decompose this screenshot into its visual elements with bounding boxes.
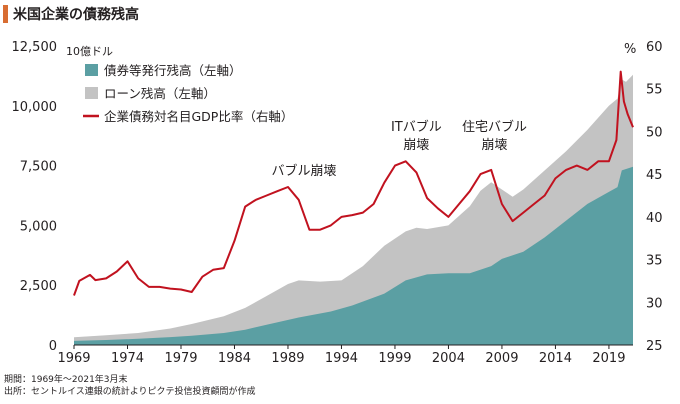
left-tick-label: 10,000 (12, 100, 58, 115)
annotation-label: 崩壊 (403, 138, 429, 153)
left-tick-label: 12,500 (12, 40, 58, 55)
right-tick-label: 25 (646, 339, 663, 354)
x-tick-label: 1994 (325, 351, 358, 366)
x-tick-label: 1999 (378, 351, 411, 366)
x-tick-label: 2019 (592, 351, 625, 366)
debt-chart: 0 2,500 5,000 7,500 10,000 12,500 25 30 35 40 45 50… (12, 40, 663, 366)
bonds-area (74, 166, 633, 345)
right-tick-label: 55 (646, 83, 663, 98)
x-tick-label: 1974 (111, 351, 144, 366)
period-note: 期間：1969年～2021年3月末 (4, 375, 128, 385)
x-tick-label: 1979 (164, 351, 197, 366)
source-note: 出所：セントルイス連銀の統計よりピクテ投信投資顧問が作成 (4, 387, 256, 397)
annotation-label: 崩壊 (481, 138, 507, 153)
title-accent-bar (3, 5, 8, 23)
x-tick-label: 2009 (485, 351, 518, 366)
right-unit-label: % (624, 42, 636, 57)
annotation-label: ITバブル (391, 119, 442, 135)
chart-title: 米国企業の債務残高 (13, 7, 139, 23)
x-tick-label: 2014 (539, 351, 572, 366)
left-tick-label: 2,500 (20, 279, 57, 294)
right-tick-label: 40 (646, 211, 663, 226)
left-tick-label: 7,500 (20, 160, 57, 175)
legend: 債券等発行残高（左軸） ローン残高（左軸） 企業債務対名目GDP比率（右軸） (83, 63, 293, 124)
chart-notes: 期間：1969年～2021年3月末 出所：セントルイス連銀の統計よりピクテ投信投… (4, 374, 256, 398)
legend-swatch (85, 87, 98, 99)
left-unit-label: 10億ドル (66, 45, 113, 58)
legend-label: 企業債務対名目GDP比率（右軸） (104, 109, 293, 124)
legend-swatch (85, 64, 98, 76)
annotation: バブル崩壊 (272, 163, 337, 179)
legend-item: 企業債務対名目GDP比率（右軸） (83, 109, 293, 124)
right-tick-label: 35 (646, 254, 663, 269)
legend-item: 債券等発行残高（左軸） (85, 63, 242, 78)
x-tick-label: 1984 (218, 351, 251, 366)
legend-label: 債券等発行残高（左軸） (104, 63, 242, 78)
left-tick-label: 0 (49, 339, 57, 354)
right-tick-label: 50 (646, 125, 663, 140)
right-tick-label: 60 (646, 40, 663, 55)
annotation-label: 住宅バブル (462, 119, 527, 135)
legend-label: ローン残高（左軸） (104, 86, 216, 101)
x-tick-label: 1969 (57, 351, 90, 366)
legend-item: ローン残高（左軸） (85, 86, 216, 101)
right-tick-label: 45 (646, 168, 663, 183)
left-tick-label: 5,000 (20, 219, 57, 234)
annotation-label: バブル崩壊 (272, 163, 337, 179)
right-tick-label: 30 (646, 296, 663, 311)
x-tick-label: 1989 (271, 351, 304, 366)
x-tick-label: 2004 (432, 351, 465, 366)
ratio-line (73, 70, 634, 296)
